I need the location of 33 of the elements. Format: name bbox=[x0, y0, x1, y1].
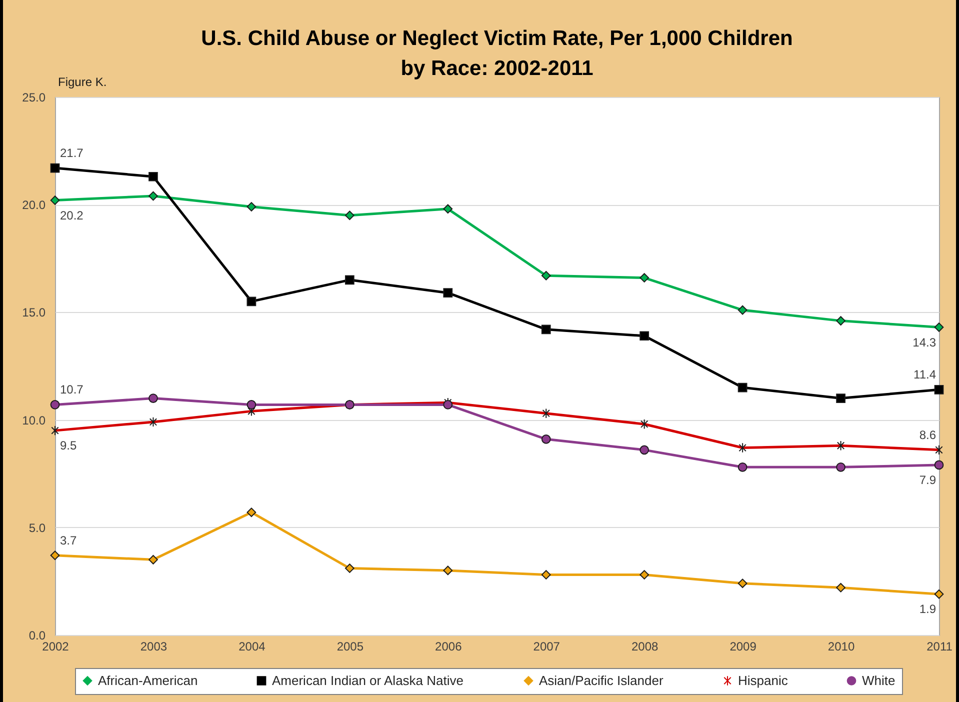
x-tick-label: 2005 bbox=[336, 640, 364, 654]
data-label: 10.7 bbox=[60, 382, 84, 397]
legend-label: African-American bbox=[98, 672, 198, 688]
data-label: 20.2 bbox=[60, 208, 84, 222]
legend-label: White bbox=[862, 672, 896, 688]
x-tick-label: 2007 bbox=[533, 640, 560, 654]
data-label: 7.9 bbox=[919, 472, 936, 487]
text: Figure K. bbox=[58, 75, 107, 89]
x-tick-label: 2010 bbox=[828, 640, 855, 654]
x-tick-label: 2008 bbox=[631, 640, 659, 654]
x-tick-label: 2004 bbox=[238, 640, 266, 654]
x-tick-label: 2002 bbox=[42, 640, 70, 654]
data-label: 9.5 bbox=[60, 438, 78, 453]
y-tick-label: 0.0 bbox=[28, 628, 46, 642]
data-label: 3.7 bbox=[60, 533, 78, 548]
data-label: 1.9 bbox=[919, 602, 936, 616]
legend-label: Hispanic bbox=[738, 672, 788, 688]
x-tick-label: 2006 bbox=[435, 640, 462, 654]
legend-label: American Indian or Alaska Native bbox=[272, 672, 464, 688]
data-label: 14.3 bbox=[912, 335, 936, 350]
y-tick-label: 20.0 bbox=[22, 198, 46, 212]
legend-label: Asian/Pacific Islander bbox=[539, 672, 664, 688]
data-label: 11.4 bbox=[914, 368, 936, 382]
y-tick-label: 25.0 bbox=[22, 90, 46, 104]
x-tick-label: 2009 bbox=[730, 640, 757, 654]
y-tick-label: 15.0 bbox=[22, 306, 46, 320]
y-tick-label: 5.0 bbox=[28, 520, 46, 535]
data-label: 21.7 bbox=[60, 146, 84, 160]
x-tick-label: 2003 bbox=[140, 640, 168, 654]
y-tick-label: 10.0 bbox=[22, 413, 46, 428]
data-label: 8.6 bbox=[919, 428, 936, 442]
chart-title: U.S. Child Abuse or Neglect Victim Rate, Per 1,000 Children by Race: 2002-2011 bbox=[201, 27, 793, 80]
x-tick-label: 2011 bbox=[926, 640, 953, 654]
